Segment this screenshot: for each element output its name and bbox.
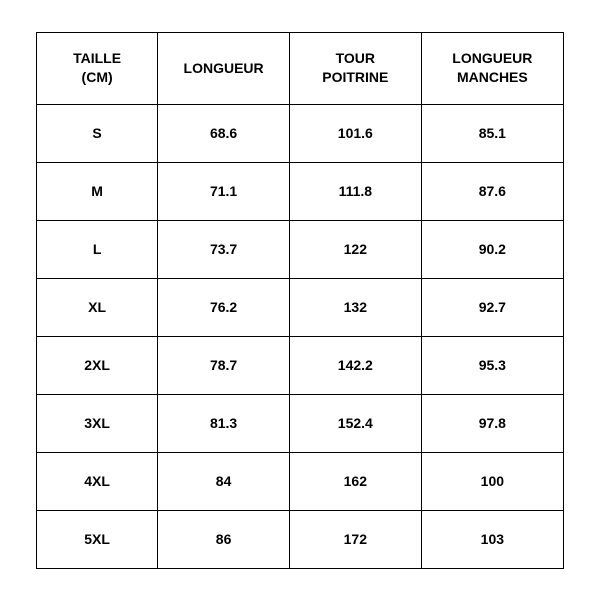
cell-chest: 132 xyxy=(289,278,421,336)
cell-chest: 152.4 xyxy=(289,394,421,452)
cell-sleeve: 90.2 xyxy=(421,220,563,278)
table-row: M 71.1 111.8 87.6 xyxy=(37,162,564,220)
cell-sleeve: 87.6 xyxy=(421,162,563,220)
cell-sleeve: 100 xyxy=(421,452,563,510)
cell-size: XL xyxy=(37,278,158,336)
col-header-length: LONGUEUR xyxy=(158,32,290,104)
size-chart-table: TAILLE(CM) LONGUEUR TOURPOITRINE LONGUEU… xyxy=(36,32,564,569)
cell-size: 3XL xyxy=(37,394,158,452)
cell-size: 4XL xyxy=(37,452,158,510)
cell-length: 68.6 xyxy=(158,104,290,162)
col-header-sleeve: LONGUEURMANCHES xyxy=(421,32,563,104)
table-row: S 68.6 101.6 85.1 xyxy=(37,104,564,162)
cell-chest: 111.8 xyxy=(289,162,421,220)
cell-length: 71.1 xyxy=(158,162,290,220)
cell-length: 78.7 xyxy=(158,336,290,394)
col-header-chest: TOURPOITRINE xyxy=(289,32,421,104)
table-row: XL 76.2 132 92.7 xyxy=(37,278,564,336)
cell-chest: 101.6 xyxy=(289,104,421,162)
table-row: 4XL 84 162 100 xyxy=(37,452,564,510)
table-row: L 73.7 122 90.2 xyxy=(37,220,564,278)
col-header-size: TAILLE(CM) xyxy=(37,32,158,104)
cell-chest: 122 xyxy=(289,220,421,278)
cell-chest: 162 xyxy=(289,452,421,510)
cell-size: 5XL xyxy=(37,510,158,568)
cell-chest: 172 xyxy=(289,510,421,568)
cell-sleeve: 85.1 xyxy=(421,104,563,162)
cell-size: S xyxy=(37,104,158,162)
table-header-row: TAILLE(CM) LONGUEUR TOURPOITRINE LONGUEU… xyxy=(37,32,564,104)
table-row: 5XL 86 172 103 xyxy=(37,510,564,568)
table-row: 2XL 78.7 142.2 95.3 xyxy=(37,336,564,394)
cell-sleeve: 97.8 xyxy=(421,394,563,452)
cell-size: 2XL xyxy=(37,336,158,394)
cell-size: L xyxy=(37,220,158,278)
cell-length: 84 xyxy=(158,452,290,510)
cell-sleeve: 95.3 xyxy=(421,336,563,394)
cell-chest: 142.2 xyxy=(289,336,421,394)
cell-sleeve: 92.7 xyxy=(421,278,563,336)
cell-length: 81.3 xyxy=(158,394,290,452)
table-row: 3XL 81.3 152.4 97.8 xyxy=(37,394,564,452)
cell-size: M xyxy=(37,162,158,220)
cell-sleeve: 103 xyxy=(421,510,563,568)
cell-length: 73.7 xyxy=(158,220,290,278)
cell-length: 86 xyxy=(158,510,290,568)
cell-length: 76.2 xyxy=(158,278,290,336)
